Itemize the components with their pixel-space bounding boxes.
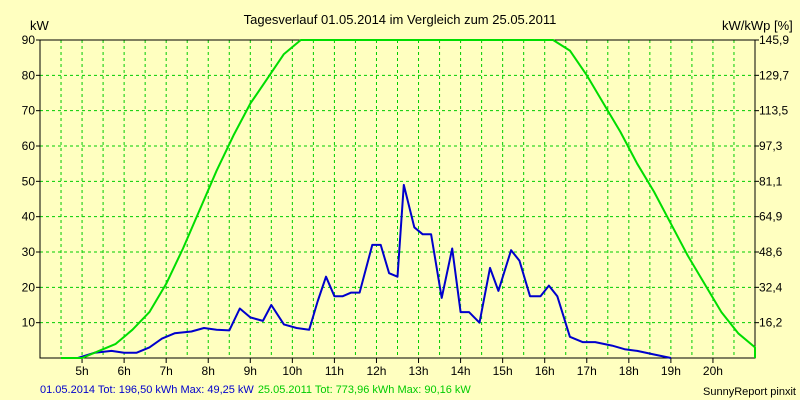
x-tick-label: 9h: [244, 364, 257, 378]
y-tick-label-right: 81,1: [759, 174, 783, 188]
y-tick-label-right: 145,9: [759, 33, 789, 47]
y-tick-labels-left: 10 20 30 40 50 60 70 80 90: [22, 33, 36, 330]
y-axis-left-label: kW: [30, 18, 50, 33]
x-tick-label: 5h: [75, 364, 88, 378]
y-tick-label-right: 32,4: [759, 280, 783, 294]
series-line-2011: [61, 39, 756, 359]
y-tick-labels-right: 16,2 32,4 48,6 64,9 81,1 97,3 113,5 129,7 145,9: [759, 33, 789, 330]
x-tick-label: 15h: [493, 364, 513, 378]
x-tick-label: 11h: [325, 364, 344, 378]
x-tick-label: 17h: [577, 364, 597, 378]
y-tick-label-left: 90: [22, 33, 36, 47]
x-tick-label: 7h: [159, 364, 172, 378]
x-tick-label: 8h: [202, 364, 215, 378]
y-tick-label-left: 30: [22, 245, 36, 259]
y-tick-label-left: 50: [22, 174, 36, 188]
y-tick-label-right: 64,9: [759, 210, 783, 224]
x-tick-label: 16h: [535, 364, 555, 378]
x-tick-label: 13h: [409, 364, 429, 378]
x-tick-label: 20h: [703, 364, 723, 378]
x-tick-label: 14h: [451, 364, 471, 378]
legend-entry-2011: 25.05.2011 Tot: 773,96 kWh Max: 90,16 kW: [258, 384, 472, 396]
legend-entry-2014: 01.05.2014 Tot: 196,50 kWh Max: 49,25 kW: [40, 384, 254, 396]
y-tick-label-right: 113,5: [759, 104, 788, 118]
axis-tick-marks: [36, 39, 759, 363]
x-tick-label: 6h: [117, 364, 130, 378]
y-tick-label-left: 20: [22, 280, 36, 294]
grid-lines: [40, 40, 755, 358]
y-tick-label-right: 129,7: [759, 68, 789, 82]
y-tick-label-left: 40: [22, 210, 36, 224]
y-tick-label-left: 80: [22, 68, 36, 82]
x-tick-label: 10h: [282, 364, 302, 378]
x-tick-label: 18h: [619, 364, 639, 378]
credit-label: SunnyReport pinxit: [703, 386, 796, 398]
x-tick-label: 12h: [366, 364, 386, 378]
y-axis-right-label: kW/kWp [%]: [722, 18, 793, 33]
y-tick-label-right: 16,2: [759, 316, 783, 330]
series-lines: [61, 39, 756, 359]
chart-title: Tagesverlauf 01.05.2014 im Vergleich zum…: [244, 12, 557, 27]
series-line-2014: [77, 183, 672, 359]
y-tick-label-right: 48,6: [759, 245, 783, 259]
legend-footer: 01.05.2014 Tot: 196,50 kWh Max: 49,25 kW…: [40, 384, 471, 396]
y-tick-label-right: 97,3: [759, 139, 783, 153]
x-tick-labels: 5h 6h 7h 8h 9h 10h 11h 12h 13h 14h 15h 16h 17h 18h 19h…: [75, 364, 723, 378]
y-tick-label-left: 10: [22, 316, 36, 330]
x-tick-label: 19h: [661, 364, 681, 378]
y-tick-label-left: 70: [22, 104, 36, 118]
y-tick-label-left: 60: [22, 139, 36, 153]
